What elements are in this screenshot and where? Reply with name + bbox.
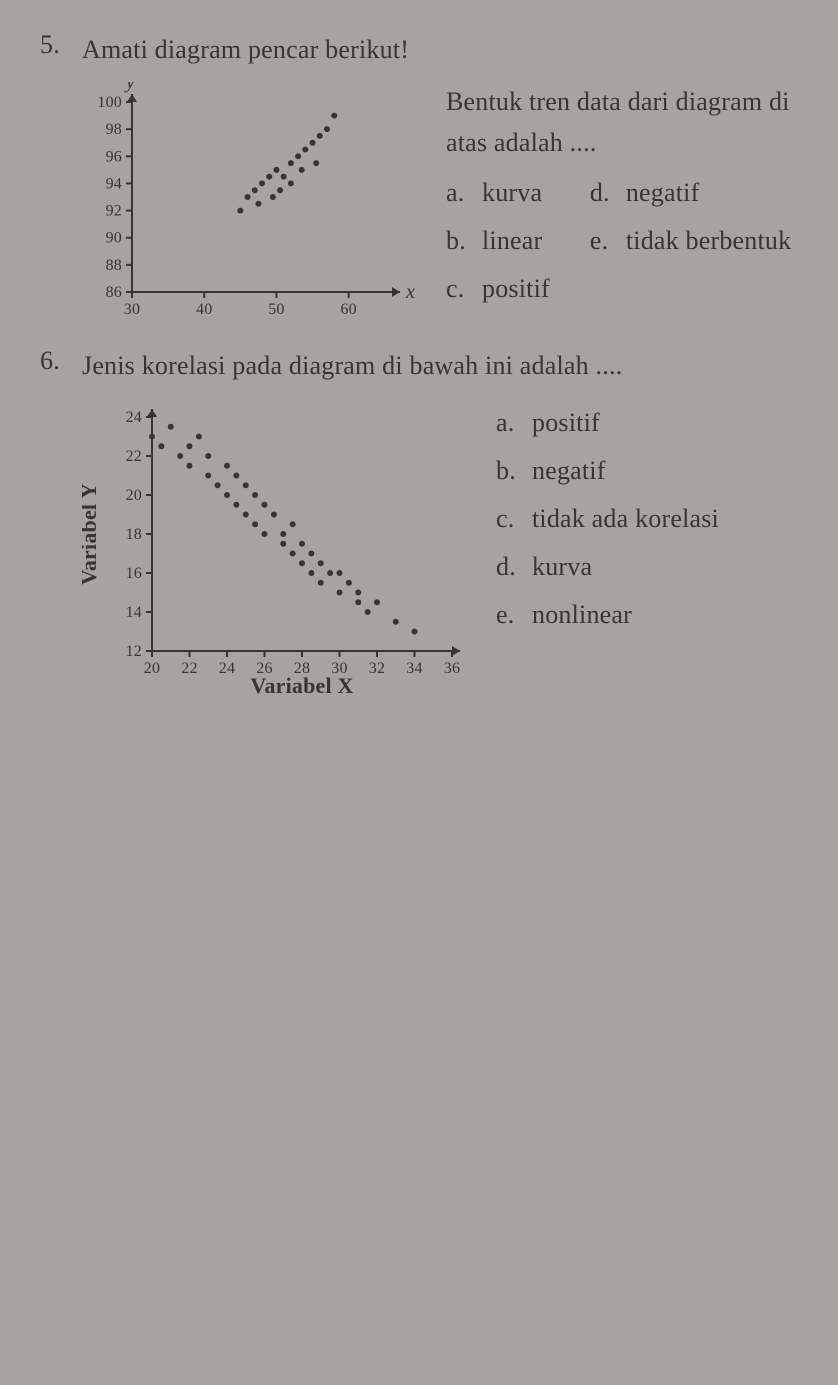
option-text: negatif bbox=[626, 169, 700, 217]
svg-text:Variabel Y: Variabel Y bbox=[82, 482, 101, 584]
option-letter: a. bbox=[446, 169, 472, 217]
option: a.positif bbox=[496, 399, 798, 447]
option: e.tidak berbentuk bbox=[590, 217, 791, 265]
option-letter: e. bbox=[496, 591, 522, 639]
option-text: kurva bbox=[532, 543, 592, 591]
option-text: positif bbox=[482, 265, 550, 313]
q6-options: a.positifb.negatifc.tidak ada korelasid.… bbox=[496, 399, 798, 639]
svg-text:Variabel X: Variabel X bbox=[250, 673, 353, 698]
option-text: linear bbox=[482, 217, 542, 265]
option-letter: c. bbox=[446, 265, 472, 313]
q6-body: Jenis korelasi pada diagram di bawah ini… bbox=[82, 346, 798, 698]
svg-text:x: x bbox=[405, 281, 415, 303]
q5-body: Amati diagram pencar berikut! 30 40 50 60 86… bbox=[82, 30, 798, 322]
svg-text:20: 20 bbox=[126, 487, 142, 504]
option: c.tidak ada korelasi bbox=[496, 495, 798, 543]
option-text: nonlinear bbox=[532, 591, 632, 639]
option-text: kurva bbox=[482, 169, 542, 217]
svg-text:36: 36 bbox=[444, 660, 460, 677]
svg-text:94: 94 bbox=[106, 176, 122, 193]
option: d.negatif bbox=[590, 169, 791, 217]
svg-text:86: 86 bbox=[106, 284, 122, 301]
svg-text:30: 30 bbox=[124, 301, 140, 318]
q5-number: 5. bbox=[40, 30, 68, 322]
option-text: positif bbox=[532, 399, 600, 447]
svg-text:88: 88 bbox=[106, 257, 122, 274]
svg-text:y: y bbox=[124, 82, 135, 93]
svg-text:90: 90 bbox=[106, 230, 122, 247]
q5-scatter-chart: 30 40 50 60 86 88 90 92 94 96 98 100 x y bbox=[82, 82, 422, 322]
option-text: tidak berbentuk bbox=[626, 217, 791, 265]
option: e.nonlinear bbox=[496, 591, 798, 639]
q5-question-lead: Bentuk tren data dari diagram di atas ad… bbox=[446, 82, 798, 163]
svg-text:14: 14 bbox=[126, 604, 142, 621]
svg-text:12: 12 bbox=[126, 643, 142, 660]
question-6: 6. Jenis korelasi pada diagram di bawah … bbox=[40, 346, 798, 698]
option: b.linear bbox=[446, 217, 550, 265]
svg-text:34: 34 bbox=[406, 660, 422, 677]
q5-stem: Amati diagram pencar berikut! bbox=[82, 30, 798, 70]
svg-text:16: 16 bbox=[126, 565, 142, 582]
option-letter: a. bbox=[496, 399, 522, 447]
option: d.kurva bbox=[496, 543, 798, 591]
svg-text:92: 92 bbox=[106, 203, 122, 220]
option-text: tidak ada korelasi bbox=[532, 495, 719, 543]
q5-right-col: Bentuk tren data dari diagram di atas ad… bbox=[446, 82, 798, 313]
q6-stem: Jenis korelasi pada diagram di bawah ini… bbox=[82, 346, 798, 386]
q5-options: a.kurvab.linearc.positif d.negatife.tidak… bbox=[446, 169, 798, 313]
svg-text:32: 32 bbox=[369, 660, 385, 677]
svg-text:22: 22 bbox=[126, 448, 142, 465]
question-5: 5. Amati diagram pencar berikut! 30 40 50 6… bbox=[40, 30, 798, 322]
q6-number: 6. bbox=[40, 346, 68, 698]
option-letter: b. bbox=[496, 447, 522, 495]
option-text: negatif bbox=[532, 447, 606, 495]
option: a.kurva bbox=[446, 169, 550, 217]
option-letter: d. bbox=[496, 543, 522, 591]
option-letter: c. bbox=[496, 495, 522, 543]
svg-text:98: 98 bbox=[106, 121, 122, 138]
option-letter: e. bbox=[590, 217, 616, 265]
option-letter: b. bbox=[446, 217, 472, 265]
svg-text:40: 40 bbox=[196, 301, 212, 318]
svg-text:22: 22 bbox=[181, 660, 197, 677]
option-letter: d. bbox=[590, 169, 616, 217]
svg-text:18: 18 bbox=[126, 526, 142, 543]
svg-text:20: 20 bbox=[144, 660, 160, 677]
svg-text:24: 24 bbox=[126, 409, 142, 426]
svg-text:50: 50 bbox=[268, 301, 284, 318]
svg-text:24: 24 bbox=[219, 660, 235, 677]
svg-text:96: 96 bbox=[106, 149, 122, 166]
option: c.positif bbox=[446, 265, 550, 313]
svg-text:100: 100 bbox=[97, 94, 122, 111]
svg-text:60: 60 bbox=[340, 301, 356, 318]
option: b.negatif bbox=[496, 447, 798, 495]
q6-scatter-chart: 20222426283032343612141618202224Variabel… bbox=[82, 399, 472, 699]
